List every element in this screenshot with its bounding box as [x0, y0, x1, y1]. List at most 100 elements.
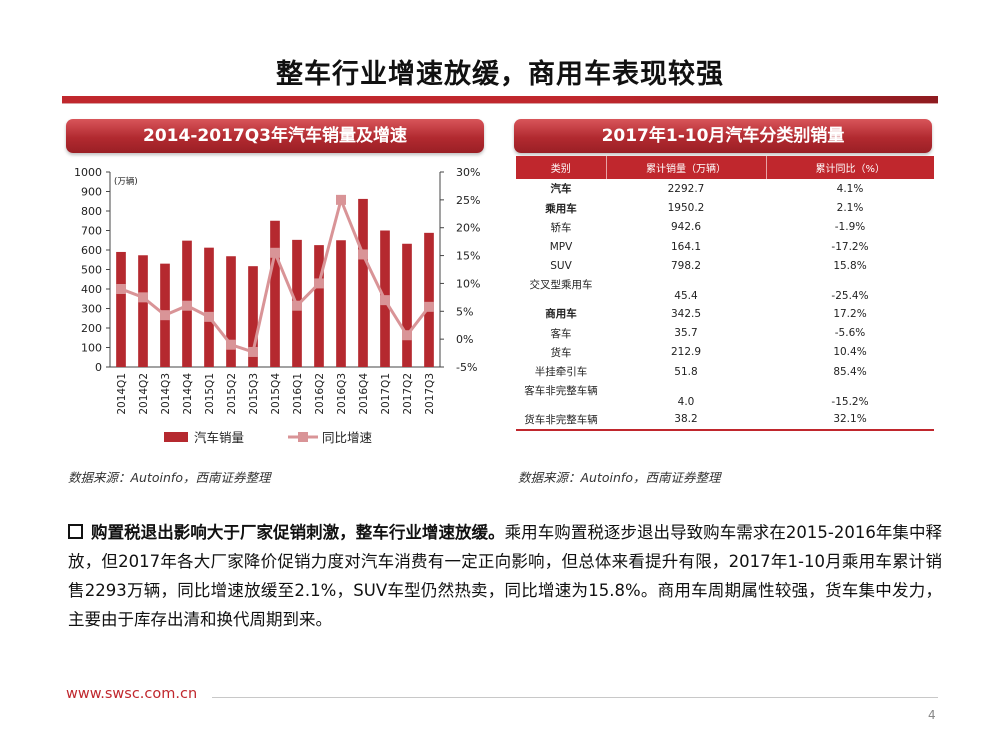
right-tick-label: 10% [456, 277, 480, 290]
sales-cell: 45.4 [674, 289, 698, 302]
sales-cell: 212.9 [670, 346, 702, 359]
category-label: 2015Q1 [204, 373, 216, 415]
yoy-cell: -5.6% [834, 327, 866, 340]
table-row: 汽车 2292.7 4.1% [516, 179, 934, 198]
left-tick-label: 700 [81, 225, 102, 238]
sales-cell: 51.8 [674, 365, 698, 378]
right-tick-label: -5% [456, 361, 477, 374]
yoy-cell: 85.4% [833, 365, 867, 378]
chart-panel-header: 2014-2017Q3年汽车销量及增速 [66, 119, 484, 153]
table-source-note: 数据来源：Autoinfo，西南证券整理 [518, 470, 721, 485]
page-number: 4 [928, 708, 936, 722]
sales-cell: 38.2 [606, 409, 766, 431]
legend-line-label: 同比增速 [322, 430, 373, 445]
left-tick-label: 100 [81, 342, 102, 355]
bar [138, 255, 148, 367]
website-link[interactable]: www.swsc.com.cn [66, 686, 198, 702]
category-label: 2016Q3 [336, 373, 348, 415]
bar [248, 266, 258, 367]
growth-point [270, 247, 280, 258]
bar [204, 247, 214, 367]
yoy-cell: -1.9% [834, 221, 866, 234]
sales-table: 类别 累计销量（万辆） 累计同比（%） 汽车 2292.7 4.1% 乘用车 1950.… [516, 156, 934, 431]
category-label: 2017Q2 [402, 373, 414, 415]
right-tick-label: 15% [456, 250, 480, 263]
category-cell: MPV [549, 240, 573, 253]
table-row: 客车 35.7 -5.6% [516, 323, 934, 342]
yoy-cell: -25.4% [831, 289, 869, 302]
sales-cell: 798.2 [670, 260, 702, 273]
category-cell: 货车非完整车辆 [516, 409, 606, 431]
category-label: 2016Q2 [314, 373, 326, 415]
growth-point [138, 292, 148, 303]
table-row: 乘用车 1950.2 2.1% [516, 198, 934, 217]
body-paragraph: 购置税退出影响大于厂家促销刺激，整车行业增速放缓。乘用车购置税逐步退出导致购车需… [68, 518, 942, 634]
yoy-cell: -17.2% [831, 240, 869, 253]
bar [314, 245, 324, 367]
category-cell: 交叉型乘用车 [529, 278, 593, 291]
category-label: 2014Q4 [182, 373, 194, 415]
left-tick-label: 400 [81, 283, 102, 296]
title-divider [62, 96, 938, 103]
sales-table-container: 类别 累计销量（万辆） 累计同比（%） 汽车 2292.7 4.1% 乘用车 1950.… [516, 156, 934, 431]
legend-bar-label: 汽车销量 [194, 430, 244, 445]
table-row: SUV 798.2 15.8% [516, 257, 934, 276]
bullet-square-icon [68, 524, 83, 539]
category-label: 2016Q1 [292, 373, 304, 415]
column-header-yoy: 累计同比（%） [766, 156, 934, 179]
left-tick-label: 0 [95, 361, 102, 374]
body-lead: 购置税退出影响大于厂家促销刺激，整车行业增速放缓。 [91, 523, 505, 542]
category-label: 2017Q1 [380, 373, 392, 415]
yoy-cell: 32.1% [766, 409, 934, 431]
growth-point [314, 278, 324, 289]
sales-chart: 0 100 200 300 400 500 600 700 800 900 1000 -5% 0% 5% 1… [74, 166, 480, 445]
bar [336, 240, 346, 367]
unit-label: (万辆) [114, 176, 138, 187]
title-divider-shadow [62, 103, 938, 104]
left-tick-label: 200 [81, 322, 102, 335]
table-row: 交叉型乘用车 45.4 -25.4% [516, 276, 934, 304]
growth-point [336, 194, 346, 205]
category-cell: 货车 [550, 346, 572, 359]
left-tick-label: 1000 [74, 166, 102, 179]
column-header-sales: 累计销量（万辆） [606, 156, 767, 179]
growth-point [204, 311, 214, 322]
column-header-category: 类别 [516, 156, 607, 179]
table-body: 汽车 2292.7 4.1% 乘用车 1950.2 2.1% 轿车 942.6 -1.9% MPV… [516, 179, 934, 431]
sales-cell: 164.1 [670, 240, 702, 253]
bar [358, 198, 368, 367]
category-label: 2014Q1 [116, 373, 128, 415]
category-cell: 商用车 [545, 308, 577, 321]
right-tick-label: 30% [456, 166, 480, 179]
yoy-cell: 2.1% [836, 202, 864, 215]
category-label: 2014Q2 [138, 373, 150, 415]
right-tick-label: 5% [456, 305, 473, 318]
category-cell: 半挂牵引车 [534, 366, 588, 379]
growth-point [424, 301, 434, 312]
bar [424, 232, 434, 367]
yoy-cell: -15.2% [831, 395, 869, 408]
growth-point [160, 310, 170, 321]
left-tick-label: 500 [81, 264, 102, 277]
right-tick-label: 20% [456, 222, 480, 235]
sales-cell: 4.0 [677, 395, 695, 408]
table-row: MPV 164.1 -17.2% [516, 237, 934, 256]
category-cell: 汽车 [550, 183, 572, 196]
category-cell: 客车非完整车辆 [524, 384, 598, 397]
table-row: 货车非完整车辆 38.2 32.1% [516, 409, 934, 431]
category-label: 2017Q3 [424, 373, 436, 415]
category-cell: 轿车 [550, 221, 572, 234]
table-panel-header: 2017年1-10月汽车分类别销量 [514, 119, 932, 153]
growth-point [116, 284, 126, 294]
footer-divider [212, 697, 938, 698]
sales-cell: 342.5 [670, 307, 702, 320]
bar [116, 251, 126, 367]
sales-cell: 2292.7 [667, 182, 705, 195]
category-cell: SUV [550, 260, 572, 273]
yoy-cell: 10.4% [833, 346, 867, 359]
left-tick-label: 600 [81, 244, 102, 257]
growth-point [358, 249, 368, 260]
category-cell: 乘用车 [545, 202, 577, 215]
table-header-row: 类别 累计销量（万辆） 累计同比（%） [516, 156, 934, 179]
category-cell: 客车 [550, 327, 572, 340]
